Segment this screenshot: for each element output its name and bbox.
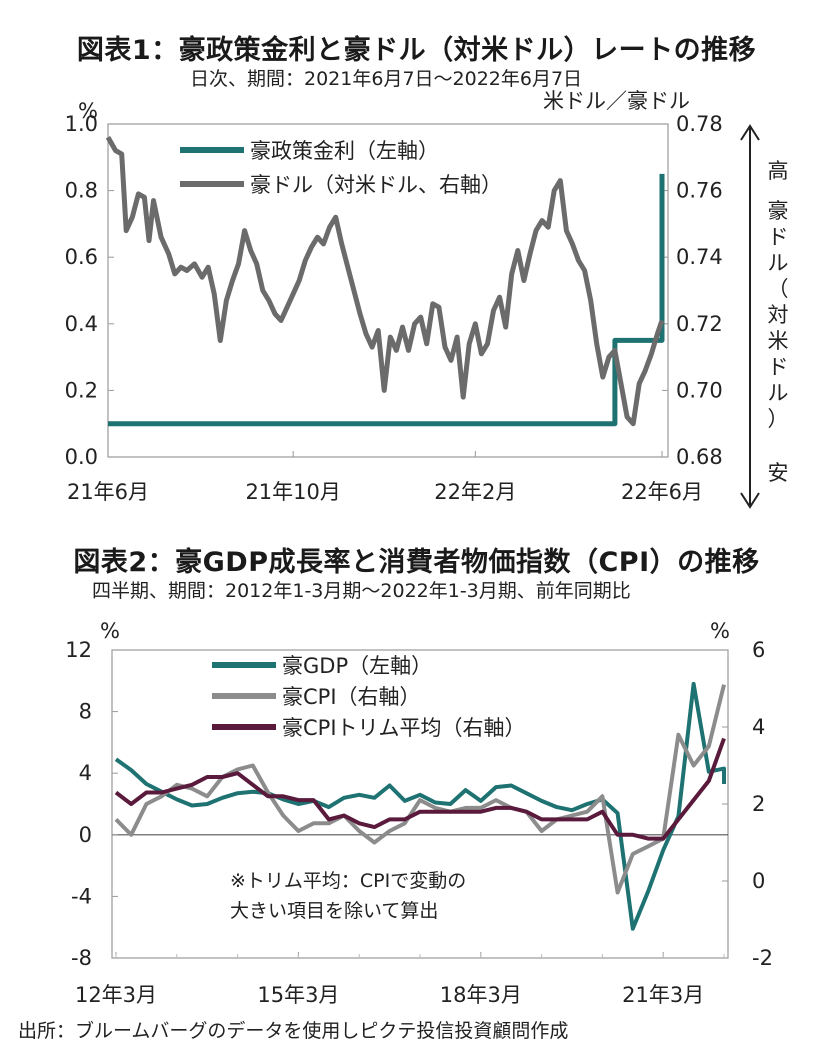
chart1-legend-label-2: 豪ドル（対米ドル、右軸） <box>250 173 502 197</box>
chart1-left-tick-label: 1.0 <box>65 112 98 136</box>
chart1-label-axis-char: 米 <box>768 329 789 353</box>
chart2-right-tick-label: 6 <box>752 638 765 662</box>
chart1-left-unit: % <box>78 99 98 123</box>
chart1-label-axis-char: ド <box>768 355 789 379</box>
chart1-left-tick-label: 0.0 <box>65 445 98 469</box>
chart1-series-line-2 <box>105 136 665 427</box>
chart1-right-tick-label: 0.70 <box>676 378 723 402</box>
chart2-left-tick-label: -4 <box>71 884 92 908</box>
chart1-subtitle: 日次、期間：2021年6月7日～2022年6月7日 <box>190 68 583 90</box>
chart2-right-tick-label: 4 <box>752 715 765 739</box>
chart1-label-axis-char: ル <box>768 251 789 275</box>
chart1-series-line-1 <box>108 173 665 427</box>
chart1-label-axis-char: 豪 <box>768 199 789 223</box>
chart1-label-axis-char: （ <box>768 277 789 301</box>
chart2-right-unit: % <box>710 619 730 643</box>
chart2-left-tick-label: 4 <box>79 761 92 785</box>
chart1-right-tick-label: 0.74 <box>676 245 723 269</box>
chart2-right-tick-label: -2 <box>752 946 773 970</box>
chart1-left-tick-label: 0.6 <box>65 245 98 269</box>
chart2-subtitle: 四半期、期間：2012年1-3月期～2022年1-3月期、前年同期比 <box>92 580 631 602</box>
chart2-legend-label-1: 豪GDP（左軸） <box>282 654 432 678</box>
chart2-legend-label-2: 豪CPI（右軸） <box>282 685 421 709</box>
source-note: 出所：ブルームバーグのデータを使用しピクテ投信投資顧問作成 <box>18 1020 569 1042</box>
chart1-label-axis-char: ） <box>768 407 789 431</box>
chart2-right-tick-label: 0 <box>752 869 765 893</box>
chart2-left-tick-label: 0 <box>79 823 92 847</box>
chart1-label-axis-char: ル <box>768 381 789 405</box>
chart1-left-tick-label: 0.8 <box>65 179 98 203</box>
chart2-legend-label-3: 豪CPIトリム平均（右軸） <box>282 716 526 740</box>
chart1-right-tick-label: 0.72 <box>676 312 723 336</box>
chart1-label-high: 高 <box>768 159 789 183</box>
chart2-x-tick-label: 21年3月 <box>622 983 704 1007</box>
chart2-title: 図表2：豪GDP成長率と消費者物価指数（CPI）の推移 <box>73 547 760 578</box>
chart1-plot: 0.0 0.2 0.4 0.6 0.8 1.0 0.68 0.70 0.72 0.74 0.76 0.… <box>65 89 789 509</box>
chart2-x-tick-label: 18年3月 <box>440 983 522 1007</box>
chart2-left-tick-label: -8 <box>71 946 92 970</box>
chart2-series-line-1 <box>114 681 726 931</box>
chart1-right-tick-label: 0.68 <box>676 445 723 469</box>
chart1-right-unit: 米ドル／豪ドル <box>543 89 690 113</box>
chart1-label-low: 安 <box>768 461 789 485</box>
chart1-right-tick-label: 0.78 <box>676 112 723 136</box>
chart2-series-line-3 <box>114 737 726 841</box>
chart2-left-tick-label: 8 <box>79 700 92 724</box>
chart2-series-line-2 <box>114 684 726 895</box>
chart2-note-line2: 大きい項目を除いて算出 <box>230 900 439 922</box>
chart1-x-tick-label: 22年6月 <box>621 480 703 504</box>
chart1-x-tick-label: 21年6月 <box>67 480 149 504</box>
chart2-x-tick-label: 15年3月 <box>257 983 339 1007</box>
chart2-note: ※トリム平均：CPIで変動の 大きい項目を除いて算出 <box>230 866 466 926</box>
chart1-legend-label-1: 豪政策金利（左軸） <box>250 139 439 163</box>
chart1-left-tick-label: 0.4 <box>65 312 98 336</box>
chart1-right-tick-label: 0.76 <box>676 179 723 203</box>
chart1-arrow-head-down <box>740 492 760 509</box>
chart1-title: 図表1：豪政策金利と豪ドル（対米ドル）レートの推移 <box>76 35 757 66</box>
chart1-x-tick-label: 21年10月 <box>245 480 340 504</box>
chart1-label-axis-char: ド <box>768 225 789 249</box>
chart1-x-tick-label: 22年2月 <box>434 480 516 504</box>
chart2-x-tick-label: 12年3月 <box>75 983 157 1007</box>
chart1-arrow-head-up <box>740 124 760 141</box>
chart1-frame <box>107 123 669 458</box>
chart2-note-line1: ※トリム平均：CPIで変動の <box>230 870 467 892</box>
chart2-right-tick-label: 2 <box>752 792 765 816</box>
chart2-left-tick-label: 12 <box>65 638 92 662</box>
chart2-left-unit: % <box>100 619 120 643</box>
chart1-left-tick-label: 0.2 <box>65 378 98 402</box>
chart1-label-axis-char: 対 <box>768 303 789 327</box>
